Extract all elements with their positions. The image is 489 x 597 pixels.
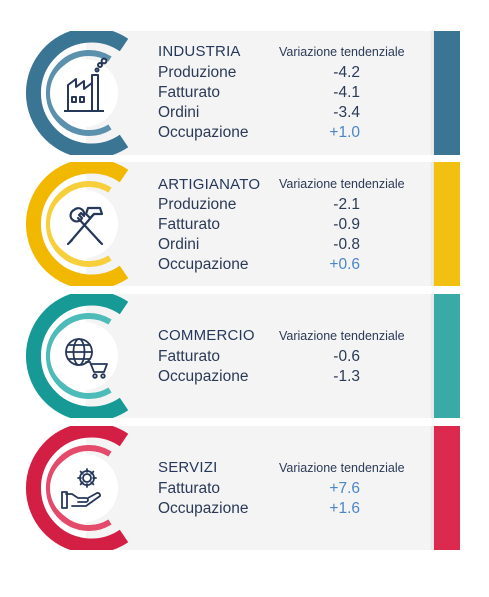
metric-row: Fatturato -4.1 [158, 84, 458, 104]
metric-row: Produzione -4.2 [158, 64, 458, 84]
metric-value: +1.0 [329, 124, 360, 141]
metric-value: -4.1 [333, 84, 360, 101]
metric-row: Occupazione +0.6 [158, 256, 458, 276]
accent-bar [434, 426, 460, 550]
metric-value: +7.6 [329, 480, 360, 497]
metric-value: -0.8 [333, 236, 360, 253]
sector-card-servizi: SERVIZI Variazione tendenziale Fatturato… [24, 426, 460, 550]
metric-value: +0.6 [329, 256, 360, 273]
accent-bar [434, 162, 460, 286]
sector-title: INDUSTRIA [158, 43, 241, 60]
metric-row: Occupazione +1.0 [158, 124, 458, 144]
variation-label: Variazione tendenziale [279, 45, 405, 59]
bar-shadow [430, 294, 434, 418]
sector-badge [24, 426, 134, 550]
card-panel [86, 162, 432, 286]
accent-bar [434, 294, 460, 418]
metric-row: Occupazione -1.3 [158, 368, 458, 388]
card-panel [86, 31, 432, 155]
sector-card-artigianato: ARTIGIANATO Variazione tendenziale Produ… [24, 162, 460, 286]
sector-title: ARTIGIANATO [158, 176, 261, 193]
globe-cart-icon [65, 338, 108, 379]
metric-row: Fatturato -0.9 [158, 216, 458, 236]
sector-title: COMMERCIO [158, 327, 255, 344]
metric-row: Occupazione +1.6 [158, 500, 458, 520]
metric-row: Ordini -3.4 [158, 104, 458, 124]
metric-value: -0.6 [333, 348, 360, 365]
metric-label: Produzione [158, 64, 237, 81]
gear-hand-icon [61, 468, 101, 509]
metric-label: Fatturato [158, 348, 221, 365]
metric-label: Occupazione [158, 124, 249, 141]
variation-label: Variazione tendenziale [279, 329, 405, 343]
metric-value: -3.4 [333, 104, 360, 121]
metric-row: Ordini -0.8 [158, 236, 458, 256]
sector-badge [24, 162, 134, 286]
variation-label: Variazione tendenziale [279, 461, 405, 475]
metric-label: Fatturato [158, 84, 221, 101]
metric-label: Produzione [158, 196, 237, 213]
metric-label: Occupazione [158, 500, 249, 517]
metric-label: Ordini [158, 104, 200, 121]
accent-bar [434, 31, 460, 155]
sector-card-commercio: COMMERCIO Variazione tendenziale Fattura… [24, 294, 460, 418]
metric-value: -0.9 [333, 216, 360, 233]
sector-badge [24, 294, 134, 418]
metric-value: -2.1 [333, 196, 360, 213]
metric-row: Fatturato +7.6 [158, 480, 458, 500]
metric-value: -4.2 [333, 64, 360, 81]
metric-value: -1.3 [333, 368, 360, 385]
sector-badge [24, 31, 134, 155]
card-panel [86, 426, 432, 550]
metric-row: Fatturato -0.6 [158, 348, 458, 368]
metric-label: Fatturato [158, 216, 221, 233]
variation-label: Variazione tendenziale [279, 177, 405, 191]
metric-label: Fatturato [158, 480, 221, 497]
metric-value: +1.6 [329, 500, 360, 517]
bar-shadow [430, 426, 434, 550]
metric-label: Ordini [158, 236, 200, 253]
card-panel [86, 294, 432, 418]
bar-shadow [430, 162, 434, 286]
metric-label: Occupazione [158, 368, 249, 385]
metric-label: Occupazione [158, 256, 249, 273]
metric-row: Produzione -2.1 [158, 196, 458, 216]
factory-icon [64, 57, 108, 112]
tools-icon [66, 206, 104, 246]
bar-shadow [430, 31, 434, 155]
sector-card-industria: INDUSTRIA Variazione tendenziale Produzi… [24, 31, 460, 155]
sector-title: SERVIZI [158, 459, 218, 476]
